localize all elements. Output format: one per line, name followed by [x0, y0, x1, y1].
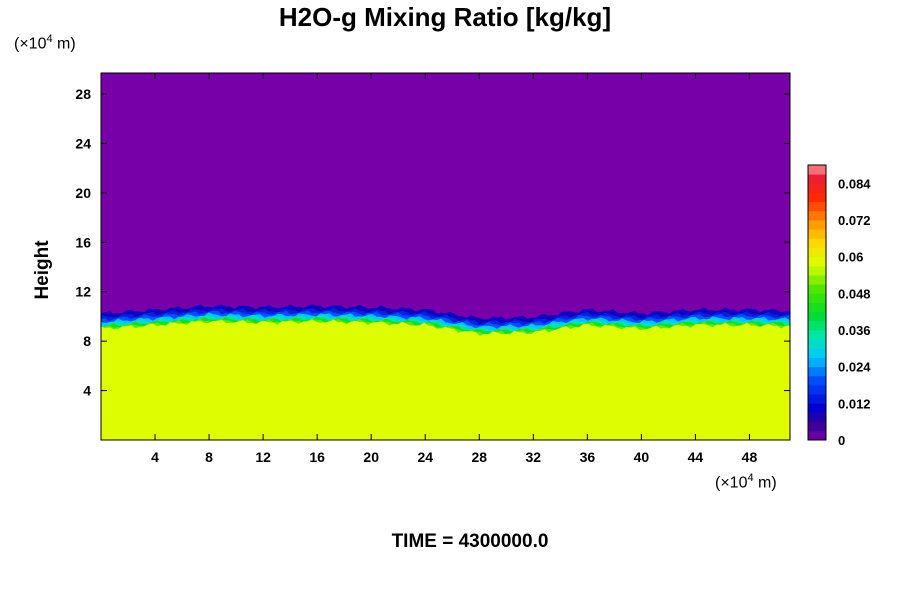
colorbar-tick-label: 0.06: [838, 250, 863, 265]
y-tick-label: 16: [75, 234, 91, 250]
x-tick-label: 36: [580, 449, 596, 465]
colorbar-swatch: [808, 256, 826, 267]
colorbar-swatch: [808, 265, 826, 276]
colorbar-swatch: [808, 339, 826, 349]
colorbar-swatch: [808, 366, 826, 377]
colorbar-swatch: [808, 357, 826, 368]
x-tick-label: 44: [688, 449, 704, 465]
x-tick-label: 48: [742, 449, 758, 465]
heatmap-field: [101, 304, 790, 440]
x-tick-label: 32: [526, 449, 542, 465]
y-tick-label: 12: [75, 284, 91, 300]
colorbar-swatch: [808, 275, 826, 285]
colorbar-tick-label: 0.024: [838, 360, 871, 375]
x-tick-label: 20: [363, 449, 379, 465]
colorbar-swatch: [808, 412, 826, 423]
x-tick-label: 16: [309, 449, 325, 465]
y-axis-ticks: 4 8 12 16 20 24 28: [75, 86, 790, 399]
y-tick-label: 24: [75, 135, 91, 151]
colorbar: 0 0.012 0.024 0.036 0.048 0.06 0.072 0.084: [807, 164, 871, 448]
colorbar-swatch: [808, 174, 826, 184]
x-tick-label: 8: [205, 449, 213, 465]
colorbar-swatch: [808, 229, 826, 239]
colorbar-swatch: [808, 192, 826, 203]
colorbar-swatch: [808, 302, 826, 313]
y-tick-label: 4: [83, 383, 91, 399]
colorbar-swatch: [808, 165, 826, 175]
colorbar-tick-label: 0.084: [838, 176, 871, 191]
time-label: TIME = 4300000.0: [391, 531, 549, 552]
colorbar-swatch: [808, 210, 826, 221]
colorbar-swatch: [808, 311, 826, 322]
colorbar-tick-label: 0.036: [838, 323, 871, 338]
colorbar-swatch: [808, 238, 826, 248]
y-axis-unit: (×104 m): [14, 33, 76, 53]
chart-title: H2O-g Mixing Ratio [kg/kg]: [278, 2, 612, 32]
x-axis-ticks: 4 8 12 16 20 24 28 32 36 40 44 48: [151, 73, 757, 465]
colorbar-swatch: [808, 348, 826, 358]
x-tick-label: 24: [417, 449, 433, 465]
x-unit-exponent: 4: [747, 472, 754, 484]
colorbar-swatch: [808, 220, 826, 230]
colorbar-frame: [807, 164, 827, 441]
colorbar-swatch: [808, 385, 826, 395]
colorbar-tick-label: 0.012: [838, 396, 871, 411]
x-tick-label: 28: [471, 449, 487, 465]
x-tick-label: 12: [255, 449, 271, 465]
plot-frame: [100, 72, 791, 441]
colorbar-swatch: [808, 403, 826, 413]
colorbar-swatch: [808, 330, 826, 340]
colorbar-swatch: [808, 284, 826, 294]
colorbar-swatch: [808, 201, 826, 212]
y-unit-suffix: m): [52, 35, 76, 53]
x-unit-suffix: m): [753, 474, 777, 492]
x-tick-label: 40: [634, 449, 650, 465]
y-unit-prefix: (×10: [14, 35, 47, 53]
colorbar-tick-label: 0.072: [838, 213, 871, 228]
x-tick-label: 4: [151, 449, 159, 465]
y-unit-exponent: 4: [46, 33, 53, 45]
colorbar-swatch: [808, 247, 826, 258]
colorbar-tick-label: 0.048: [838, 286, 871, 301]
colorbar-swatch: [808, 421, 826, 432]
colorbar-swatch: [808, 320, 826, 331]
x-axis-unit: (×104 m): [715, 472, 777, 492]
colorbar-swatch: [808, 430, 826, 441]
colorbar-swatch: [808, 293, 826, 303]
field-layer: [101, 319, 790, 440]
colorbar-tick-label: 0: [838, 433, 845, 448]
colorbar-swatch: [808, 183, 826, 193]
colorbar-swatch: [808, 394, 826, 404]
y-tick-label: 28: [75, 86, 91, 102]
y-tick-label: 8: [83, 333, 91, 349]
colorbar-swatch: [808, 375, 826, 386]
x-unit-prefix: (×10: [715, 474, 748, 492]
y-tick-label: 20: [75, 185, 91, 201]
